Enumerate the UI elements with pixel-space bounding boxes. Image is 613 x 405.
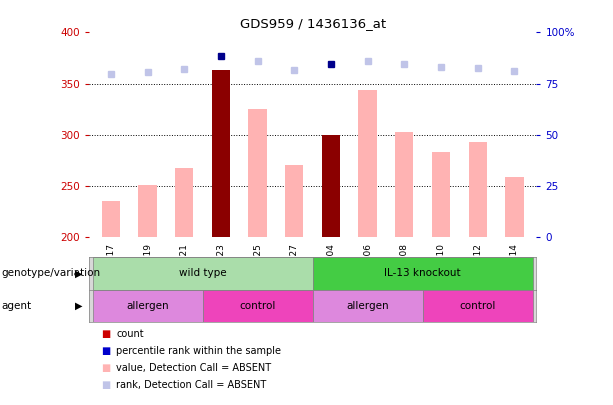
Bar: [175, 168, 194, 237]
Text: genotype/variation: genotype/variation: [1, 269, 101, 278]
Bar: [211, 70, 230, 237]
Text: count: count: [116, 329, 144, 339]
Title: GDS959 / 1436136_at: GDS959 / 1436136_at: [240, 17, 386, 30]
Bar: [102, 201, 120, 237]
Bar: [93, 257, 313, 290]
Bar: [313, 290, 423, 322]
Text: percentile rank within the sample: percentile rank within the sample: [116, 346, 281, 356]
Bar: [359, 90, 377, 237]
Text: ■: ■: [101, 380, 110, 390]
Text: agent: agent: [1, 301, 31, 311]
Bar: [505, 177, 524, 237]
Bar: [202, 290, 313, 322]
Bar: [423, 290, 533, 322]
Text: ■: ■: [101, 346, 110, 356]
Text: rank, Detection Call = ABSENT: rank, Detection Call = ABSENT: [116, 380, 267, 390]
Text: allergen: allergen: [126, 301, 169, 311]
Bar: [432, 152, 450, 237]
Text: ■: ■: [101, 329, 110, 339]
Bar: [93, 290, 202, 322]
Bar: [139, 185, 157, 237]
Text: wild type: wild type: [179, 269, 226, 278]
Bar: [395, 132, 414, 237]
Text: ■: ■: [101, 363, 110, 373]
Text: control: control: [460, 301, 496, 311]
Text: IL-13 knockout: IL-13 knockout: [384, 269, 461, 278]
Bar: [313, 257, 533, 290]
Text: control: control: [240, 301, 276, 311]
Text: ▶: ▶: [75, 301, 83, 311]
Bar: [468, 142, 487, 237]
Text: value, Detection Call = ABSENT: value, Detection Call = ABSENT: [116, 363, 272, 373]
Bar: [248, 109, 267, 237]
Bar: [285, 165, 303, 237]
Bar: [322, 134, 340, 237]
Text: allergen: allergen: [346, 301, 389, 311]
Text: ▶: ▶: [75, 269, 83, 278]
